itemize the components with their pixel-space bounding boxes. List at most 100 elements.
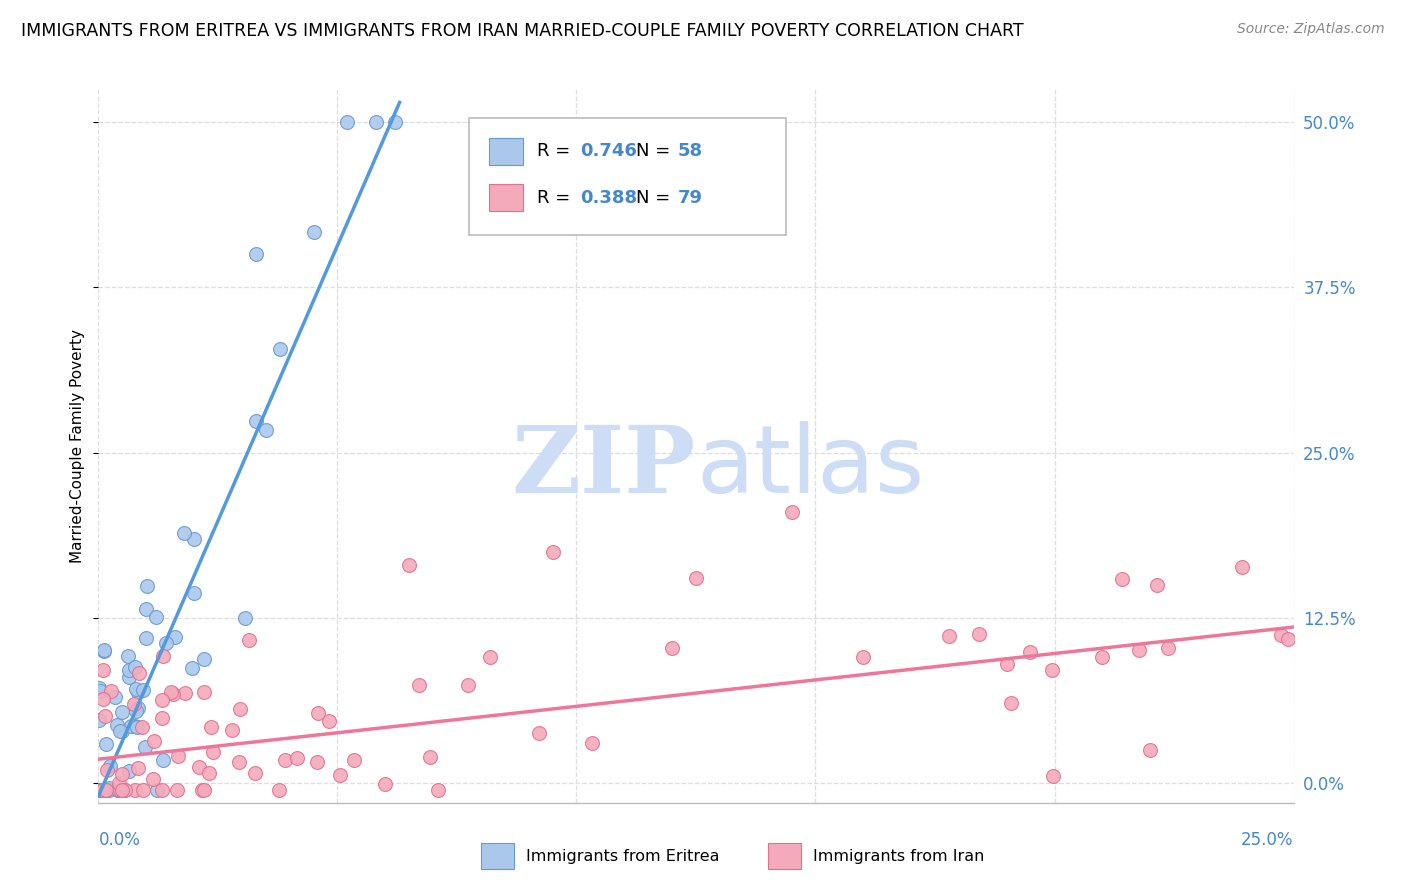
Point bbox=[995, 657, 1018, 671]
Point bbox=[91, 663, 114, 677]
Point bbox=[91, 782, 114, 797]
Point bbox=[527, 726, 550, 740]
Point bbox=[107, 782, 129, 797]
Point bbox=[384, 115, 406, 129]
Point bbox=[89, 684, 111, 698]
Point bbox=[94, 782, 117, 797]
Point bbox=[93, 643, 115, 657]
Point bbox=[187, 760, 209, 774]
Point bbox=[111, 767, 134, 781]
Point bbox=[245, 247, 267, 261]
Point bbox=[96, 763, 118, 777]
Text: 0.746: 0.746 bbox=[581, 143, 637, 161]
Point bbox=[118, 670, 141, 684]
Point bbox=[198, 766, 221, 780]
Text: Immigrants from Iran: Immigrants from Iran bbox=[813, 849, 984, 863]
Point bbox=[273, 753, 295, 767]
Point bbox=[124, 660, 146, 674]
Text: 0.0%: 0.0% bbox=[98, 831, 141, 849]
Point bbox=[426, 782, 449, 797]
Point bbox=[302, 225, 325, 239]
Point bbox=[105, 717, 128, 731]
Point bbox=[131, 719, 153, 733]
Point bbox=[243, 766, 266, 780]
Point bbox=[107, 776, 129, 790]
Point bbox=[343, 753, 366, 767]
Bar bbox=[481, 844, 515, 869]
Point bbox=[91, 691, 114, 706]
Point bbox=[329, 768, 352, 782]
Point bbox=[1128, 643, 1150, 657]
Point bbox=[193, 684, 215, 698]
Point bbox=[152, 649, 174, 664]
Point bbox=[166, 782, 188, 797]
Point bbox=[146, 782, 169, 797]
Point bbox=[307, 706, 329, 721]
Point bbox=[238, 632, 260, 647]
Point bbox=[100, 684, 122, 698]
Point bbox=[1146, 578, 1168, 592]
Point bbox=[191, 782, 214, 797]
Point bbox=[127, 700, 149, 714]
Point bbox=[167, 748, 190, 763]
Point bbox=[108, 782, 131, 797]
Point bbox=[1157, 640, 1180, 655]
Point bbox=[1270, 627, 1292, 641]
Point bbox=[98, 758, 121, 772]
Point bbox=[661, 641, 683, 656]
Text: Immigrants from Eritrea: Immigrants from Eritrea bbox=[526, 849, 720, 863]
Point bbox=[336, 115, 359, 129]
Point bbox=[269, 343, 291, 357]
Point bbox=[285, 751, 308, 765]
Bar bbox=[489, 184, 523, 211]
Point bbox=[1111, 572, 1133, 586]
Point bbox=[159, 685, 181, 699]
Point bbox=[114, 782, 136, 797]
Point bbox=[145, 609, 167, 624]
Point bbox=[1277, 632, 1299, 647]
Point bbox=[305, 755, 328, 769]
Point bbox=[228, 755, 250, 769]
Text: Source: ZipAtlas.com: Source: ZipAtlas.com bbox=[1237, 22, 1385, 37]
Point bbox=[245, 414, 267, 428]
Point bbox=[229, 702, 252, 716]
Point bbox=[318, 714, 340, 729]
Point bbox=[98, 782, 121, 797]
Point bbox=[780, 505, 803, 519]
Point bbox=[233, 611, 256, 625]
Point bbox=[938, 629, 960, 643]
Text: 58: 58 bbox=[678, 143, 703, 161]
Point bbox=[117, 648, 139, 663]
Point bbox=[967, 626, 990, 640]
Point bbox=[541, 545, 564, 559]
Point bbox=[90, 782, 112, 797]
Point bbox=[87, 713, 110, 727]
Point bbox=[852, 650, 875, 665]
Point bbox=[419, 750, 441, 764]
Text: IMMIGRANTS FROM ERITREA VS IMMIGRANTS FROM IRAN MARRIED-COUPLE FAMILY POVERTY CO: IMMIGRANTS FROM ERITREA VS IMMIGRANTS FR… bbox=[21, 22, 1024, 40]
Text: 79: 79 bbox=[678, 189, 703, 207]
Point bbox=[364, 115, 387, 129]
Point bbox=[97, 781, 120, 796]
Point bbox=[120, 719, 142, 733]
Point bbox=[1230, 559, 1253, 574]
Point bbox=[118, 764, 141, 778]
Point bbox=[221, 723, 243, 738]
Text: 0.388: 0.388 bbox=[581, 189, 637, 207]
Point bbox=[104, 690, 127, 704]
Point bbox=[132, 782, 155, 797]
Point bbox=[1042, 769, 1064, 783]
Point bbox=[173, 525, 195, 540]
Point bbox=[143, 734, 166, 748]
Point bbox=[152, 753, 174, 767]
Point bbox=[96, 782, 118, 797]
Point bbox=[94, 737, 117, 751]
Point bbox=[89, 782, 111, 797]
Point bbox=[122, 697, 145, 711]
Text: ZIP: ZIP bbox=[512, 423, 696, 512]
Point bbox=[581, 736, 603, 750]
Point bbox=[183, 533, 205, 547]
Bar bbox=[489, 137, 523, 165]
Point bbox=[135, 631, 157, 645]
Point bbox=[174, 686, 197, 700]
